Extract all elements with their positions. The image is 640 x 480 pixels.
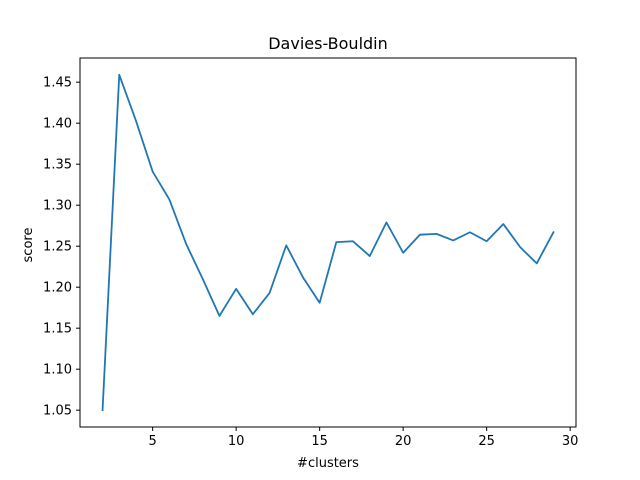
axes-frame xyxy=(79,57,577,428)
x-tick-label: 15 xyxy=(311,434,328,449)
x-tick-label: 5 xyxy=(149,434,157,449)
x-tick-label: 30 xyxy=(562,434,579,449)
series-line-0 xyxy=(101,73,555,412)
x-tick-label: 25 xyxy=(478,434,495,449)
y-tick-label: 1.30 xyxy=(43,199,72,214)
x-axis-label: #clusters xyxy=(297,456,359,471)
chart-title: Davies-Bouldin xyxy=(268,34,388,53)
y-tick-label: 1.45 xyxy=(43,76,72,91)
y-tick-label: 1.15 xyxy=(43,322,72,337)
y-tick-label: 1.05 xyxy=(43,404,72,419)
y-axis-label: score xyxy=(21,228,36,263)
y-tick-label: 1.25 xyxy=(43,240,72,255)
y-tick-label: 1.35 xyxy=(43,158,72,173)
y-tick-label: 1.20 xyxy=(43,281,72,296)
x-tick-label: 10 xyxy=(228,434,245,449)
y-tick-label: 1.40 xyxy=(43,117,72,132)
plot-area: 5 10 15 20 25 30 1.05 1.10 1.15 1.20 1.25 1.30 1.35 1… xyxy=(43,57,579,449)
y-tick-label: 1.10 xyxy=(43,363,72,378)
x-tick-label: 20 xyxy=(395,434,412,449)
